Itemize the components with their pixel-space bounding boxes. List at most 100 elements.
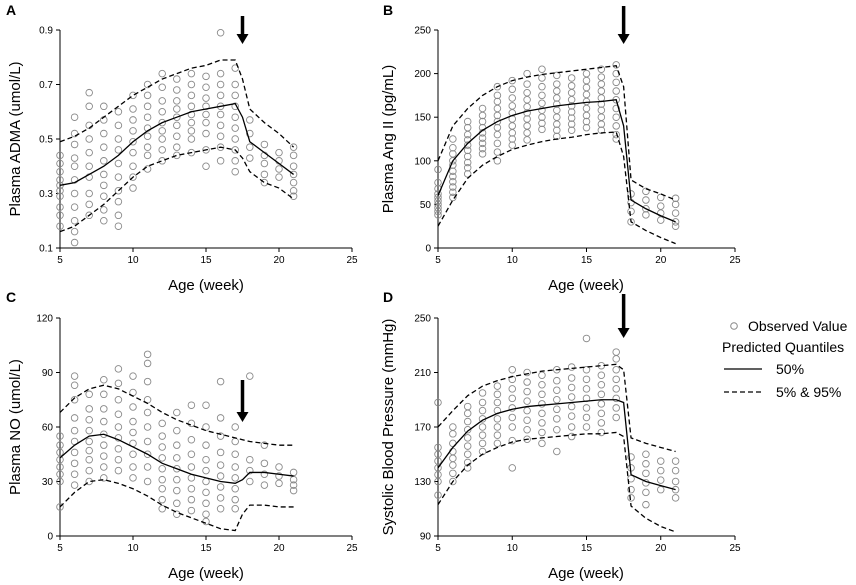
observed-point-a xyxy=(173,97,181,105)
observed-point-c xyxy=(129,463,137,471)
observed-point-b xyxy=(612,122,620,130)
observed-point-a xyxy=(260,170,269,179)
observed-point-d xyxy=(597,381,606,389)
observed-point-c xyxy=(85,390,93,399)
observed-point-a xyxy=(216,157,225,165)
observed-point-a xyxy=(129,184,137,192)
observed-point-a xyxy=(114,159,123,168)
panel-label-b: B xyxy=(383,2,393,18)
observed-point-a xyxy=(129,116,137,124)
observed-point-d xyxy=(671,466,680,475)
observed-point-b xyxy=(671,209,680,217)
observed-point-b xyxy=(493,117,502,126)
panel-label-c: C xyxy=(6,289,16,305)
observed-point-a xyxy=(70,140,79,149)
observed-point-d xyxy=(538,381,546,389)
quantile-line-50pct-d xyxy=(437,399,676,491)
observed-point-c xyxy=(246,455,254,464)
observed-point-c xyxy=(129,428,137,437)
observed-point-b xyxy=(612,87,620,95)
observed-point-b xyxy=(434,178,442,187)
x-tick-label-b: 10 xyxy=(507,255,519,266)
observed-point-d xyxy=(656,457,665,465)
x-tick-label-a: 15 xyxy=(200,255,212,266)
observed-point-b xyxy=(449,135,457,143)
observed-point-d xyxy=(538,428,546,437)
observed-point-a xyxy=(187,118,196,127)
observed-point-c xyxy=(143,350,152,359)
observed-point-d xyxy=(582,366,591,374)
observed-point-b xyxy=(463,141,472,149)
observed-point-d xyxy=(508,423,516,431)
observed-point-a xyxy=(158,127,166,135)
observed-point-d xyxy=(671,485,680,494)
observed-point-d xyxy=(597,428,606,437)
observed-point-d xyxy=(493,431,502,439)
observed-point-b xyxy=(597,100,606,108)
observed-point-b xyxy=(627,218,635,226)
observed-point-a xyxy=(56,167,64,176)
observed-point-d xyxy=(449,469,457,478)
observed-point-a xyxy=(85,211,93,220)
observed-point-b xyxy=(538,119,546,128)
observed-point-a xyxy=(231,80,239,89)
observed-point-a xyxy=(114,107,123,116)
y-tick-label-a: 0.7 xyxy=(39,80,53,91)
observed-point-d xyxy=(612,375,620,384)
observed-point-b xyxy=(478,111,487,120)
observed-point-a xyxy=(231,167,239,176)
observed-point-b xyxy=(553,71,561,80)
observed-point-b xyxy=(567,74,576,82)
observed-point-d xyxy=(642,500,650,509)
observed-point-b xyxy=(523,109,531,117)
observed-point-c xyxy=(202,455,210,464)
x-tick-label-a: 20 xyxy=(273,255,285,266)
observed-point-a xyxy=(70,113,79,121)
observed-point-a xyxy=(100,102,108,111)
observed-point-c xyxy=(202,401,210,409)
observed-point-c xyxy=(143,423,152,431)
observed-point-a xyxy=(56,159,64,168)
observed-point-a xyxy=(56,187,64,195)
observed-point-b xyxy=(449,183,457,191)
observed-point-c xyxy=(216,448,225,457)
observed-point-a xyxy=(202,162,210,170)
observed-point-a xyxy=(216,91,225,100)
observed-point-d xyxy=(508,404,516,412)
observed-point-c xyxy=(216,414,225,422)
observed-point-d xyxy=(508,366,516,374)
observed-point-c xyxy=(216,483,225,491)
observed-point-d xyxy=(612,394,620,403)
observed-point-c xyxy=(187,450,196,458)
observed-point-d xyxy=(567,402,576,411)
observed-point-c xyxy=(70,481,79,489)
observed-point-d xyxy=(508,385,516,393)
observed-point-a xyxy=(246,143,254,151)
observed-point-a xyxy=(202,118,210,127)
observed-point-b xyxy=(612,104,620,113)
observed-point-a xyxy=(100,216,108,225)
observed-point-a xyxy=(100,170,108,179)
observed-point-c xyxy=(158,419,166,428)
observed-point-c xyxy=(100,376,108,384)
observed-point-b xyxy=(553,126,561,135)
y-tick-label-b: 150 xyxy=(414,113,431,124)
observed-point-a xyxy=(216,110,225,119)
observed-point-d xyxy=(523,387,531,396)
legend-bounds-label: 5% & 95% xyxy=(776,384,841,400)
observed-point-b xyxy=(553,80,561,88)
observed-point-b xyxy=(553,106,561,114)
observed-point-b xyxy=(493,148,502,156)
observed-point-a xyxy=(216,69,225,78)
observed-point-d xyxy=(478,423,487,431)
x-tick-label-d: 15 xyxy=(581,543,593,554)
observed-point-a xyxy=(56,151,64,160)
observed-point-a xyxy=(114,146,123,154)
observed-point-a xyxy=(231,91,239,100)
observed-point-d xyxy=(463,409,472,418)
observed-point-b xyxy=(493,157,502,165)
observed-point-b xyxy=(478,144,487,153)
observed-point-d xyxy=(493,382,502,390)
y-tick-label-b: 0 xyxy=(425,244,431,255)
observed-point-d xyxy=(523,406,531,415)
